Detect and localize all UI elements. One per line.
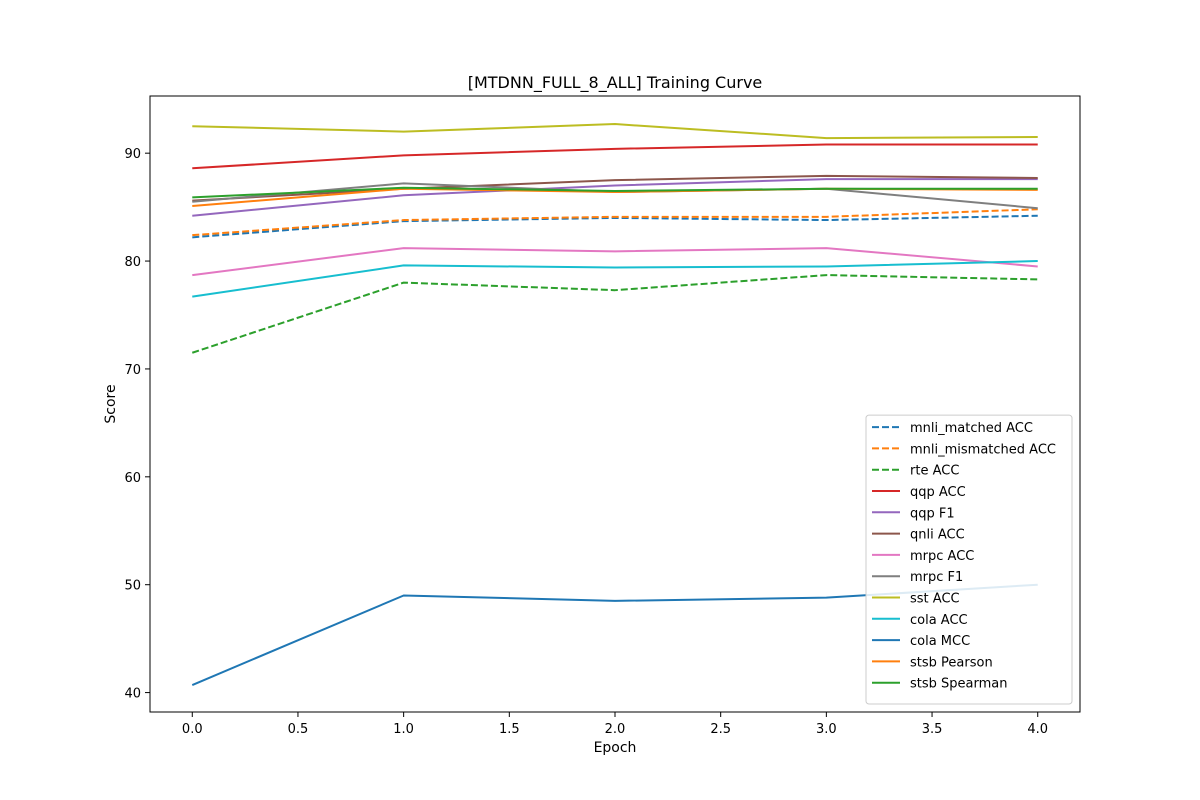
legend-entry-mnli-matched-acc: mnli_matched ACC [872,421,1033,436]
legend-label: mrpc ACC [910,549,974,564]
legend-label: rte ACC [910,464,959,479]
series-line-stsb-spearman [192,186,1038,199]
legend-entry-stsb-pearson: stsb Pearson [872,655,993,670]
series-line-mrpc-acc [192,247,1038,277]
series-line-mnli-mismatched-acc [192,208,1038,237]
series-line-qqp-acc [192,143,1038,170]
legend-entry-rte-acc: rte ACC [872,464,959,479]
legend-label: cola ACC [910,613,968,628]
legend-label: qqp F1 [910,506,955,521]
legend-entry-qqp-f1: qqp F1 [872,506,955,521]
x-tick-label: 3.5 [922,722,943,737]
legend-box [865,414,1073,705]
legend-entry-mnli-mismatched-acc: mnli_mismatched ACC [872,442,1056,457]
y-tick-label: 40 [124,687,141,702]
x-tick-label: 1.0 [393,722,414,737]
legend-entry-qqp-acc: qqp ACC [872,485,966,500]
legend-label: stsb Pearson [910,655,993,670]
legend-label: mrpc F1 [910,570,963,585]
x-axis-title: Epoch [594,740,637,756]
series-line-qqp-f1 [192,178,1038,217]
legend-label: mnli_matched ACC [910,421,1033,436]
legend: mnli_matched ACC mnli_mismatched ACC rte A… [865,414,1073,705]
x-tick-label: 0.0 [182,722,203,737]
legend-label: cola MCC [910,634,970,649]
series-line-mnli-matched-acc [192,214,1038,239]
legend-entry-mrpc-f1: mrpc F1 [872,570,963,585]
plot-area [191,123,1038,686]
y-tick-label: 50 [124,579,141,594]
axis-ticks: 0.0 0.5 1.0 1.5 2.0 2.5 3.0 3.5 4.0 40 50 60 70 80 90 [124,95,1081,737]
y-tick-label: 70 [124,363,141,378]
x-tick-label: 1.5 [499,722,520,737]
legend-label: sst ACC [910,592,960,607]
x-tick-label: 2.0 [605,722,626,737]
x-tick-label: 4.0 [1027,722,1048,737]
legend-entry-qnli-acc: qnli ACC [872,528,965,543]
legend-entry-sst-acc: sst ACC [872,592,960,607]
y-tick-label: 90 [124,147,141,162]
legend-label: stsb Spearman [910,677,1007,692]
y-tick-label: 80 [124,255,141,270]
x-tick-label: 0.5 [288,722,309,737]
series-line-cola-acc [192,260,1038,298]
legend-entry-cola-mcc: cola MCC [872,634,970,649]
series-line-qnli-acc [192,174,1038,202]
legend-entry-cola-acc: cola ACC [872,613,968,628]
legend-label: mnli_mismatched ACC [910,442,1056,457]
legend-label: qqp ACC [910,485,966,500]
series-line-rte-acc [191,274,1038,354]
y-axis-title: Score [103,384,119,423]
legend-label: qnli ACC [910,528,965,543]
x-tick-label: 2.5 [710,722,731,737]
legend-entry-mrpc-acc: mrpc ACC [872,549,974,564]
x-tick-label: 3.0 [816,722,837,737]
y-tick-label: 60 [124,471,141,486]
chart-title: [MTDNN_FULL_8_ALL] Training Curve [468,73,763,93]
series-line-sst-acc [192,123,1038,140]
legend-entry-stsb-spearman: stsb Spearman [872,677,1007,692]
